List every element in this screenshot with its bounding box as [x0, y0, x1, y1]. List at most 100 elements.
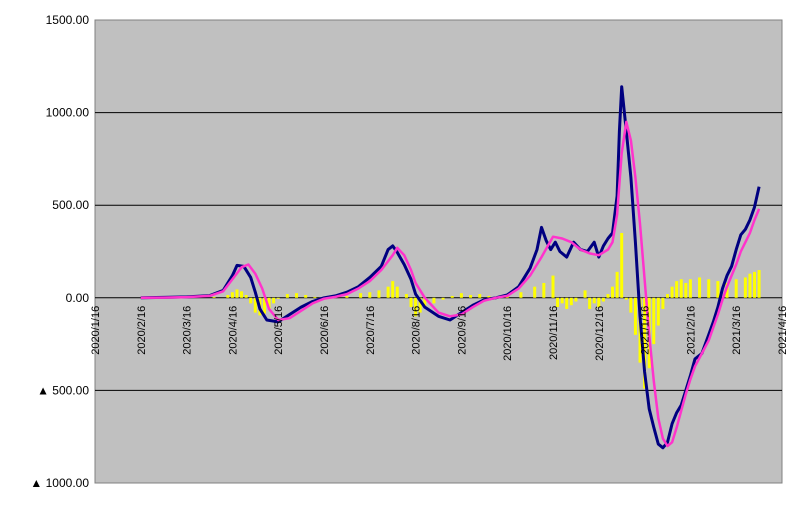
bar	[551, 275, 555, 298]
bar	[230, 292, 234, 298]
line-series	[140, 85, 761, 450]
bar	[615, 271, 619, 298]
bar	[656, 297, 660, 326]
bar	[661, 297, 665, 309]
bar	[487, 295, 491, 298]
bar	[276, 297, 280, 299]
y-tick-label: ▲ 500.00	[37, 383, 89, 397]
bar	[624, 297, 628, 300]
bar	[459, 293, 463, 298]
x-tick-label: 2020/3/16	[182, 306, 194, 355]
y-tick-label: 500.00	[52, 198, 89, 212]
x-tick-label: 2021/3/16	[731, 306, 743, 355]
bar	[432, 297, 436, 304]
x-tick-label: 2021/1/16	[640, 306, 652, 355]
plot-area	[94, 19, 783, 484]
bar	[423, 297, 427, 308]
x-tick-label: 2020/6/16	[319, 306, 331, 355]
bar	[684, 282, 688, 298]
x-tick-label: 2020/2/16	[136, 306, 148, 355]
bar	[253, 297, 257, 313]
bar	[597, 297, 601, 308]
bar	[560, 297, 564, 304]
x-tick-label: 2020/9/16	[456, 306, 468, 355]
bar	[391, 281, 395, 298]
bar	[249, 297, 253, 304]
bar	[240, 291, 244, 298]
bar	[743, 277, 747, 298]
x-axis-ticks: 2020/1/16 2020/2/16 2020/3/16 2020/4/16 2020…	[90, 306, 789, 361]
bar	[629, 297, 633, 313]
bar	[716, 281, 720, 298]
x-tick-label: 2021/2/16	[685, 306, 697, 355]
bar	[565, 297, 569, 309]
bar	[368, 292, 372, 298]
bar	[267, 297, 271, 309]
x-tick-label: 2020/1/16	[90, 306, 102, 355]
bar	[734, 279, 738, 298]
bar	[652, 297, 656, 345]
bar	[675, 281, 679, 298]
bar	[679, 279, 683, 298]
bar	[583, 290, 587, 298]
bar	[533, 286, 537, 298]
bar	[404, 294, 408, 298]
bar	[592, 297, 596, 304]
bar	[285, 294, 289, 298]
bar	[212, 296, 216, 298]
x-tick-label: 2020/7/16	[365, 306, 377, 355]
bar	[441, 297, 445, 300]
bar	[698, 277, 702, 298]
y-tick-label: 1000.00	[46, 106, 90, 120]
x-tick-label: 2020/4/16	[227, 306, 239, 355]
bar	[304, 295, 308, 298]
bar	[707, 279, 711, 298]
x-tick-label: 2020/11/16	[548, 306, 560, 360]
x-tick-label: 2020/5/16	[273, 306, 285, 355]
bar	[574, 297, 578, 302]
bar	[670, 286, 674, 298]
bar	[688, 279, 692, 298]
y-tick-label: ▲ 1000.00	[30, 476, 89, 490]
bar	[757, 270, 761, 298]
bar	[386, 286, 390, 298]
bar	[395, 286, 399, 298]
bar	[414, 297, 418, 317]
series-line-2	[140, 120, 761, 448]
bar	[418, 297, 422, 313]
bar	[409, 297, 413, 308]
bar	[620, 232, 624, 298]
bar	[611, 286, 615, 298]
bar	[377, 290, 381, 298]
bar	[601, 297, 605, 302]
y-tick-label: 1500.00	[46, 13, 90, 27]
y-tick-label: 0.00	[66, 291, 90, 305]
bar	[235, 289, 239, 298]
bar	[569, 297, 573, 306]
bar	[753, 271, 757, 298]
bar	[556, 297, 560, 308]
bar	[359, 293, 363, 298]
bar	[272, 297, 276, 304]
bar	[633, 297, 637, 335]
bar	[666, 294, 669, 298]
bar	[643, 297, 647, 389]
gridlines	[95, 112, 782, 391]
bar	[313, 296, 317, 298]
bar	[244, 295, 248, 298]
y-axis-ticks: 1500.00 1000.00 500.00 0.00 ▲ 500.00 ▲ 1000.0…	[30, 13, 89, 490]
bar	[262, 297, 266, 314]
bar	[748, 273, 752, 298]
bar	[478, 294, 482, 298]
bar	[295, 293, 299, 298]
x-tick-label: 2020/8/16	[411, 306, 423, 355]
x-tick-label: 2020/12/16	[594, 306, 606, 361]
bar	[450, 295, 454, 298]
bar	[606, 294, 610, 298]
x-tick-label: 2020/10/16	[502, 306, 514, 361]
bar	[519, 292, 523, 298]
bar	[226, 295, 230, 298]
x-tick-label: 2021/4/16	[777, 306, 789, 355]
bar	[469, 295, 473, 298]
